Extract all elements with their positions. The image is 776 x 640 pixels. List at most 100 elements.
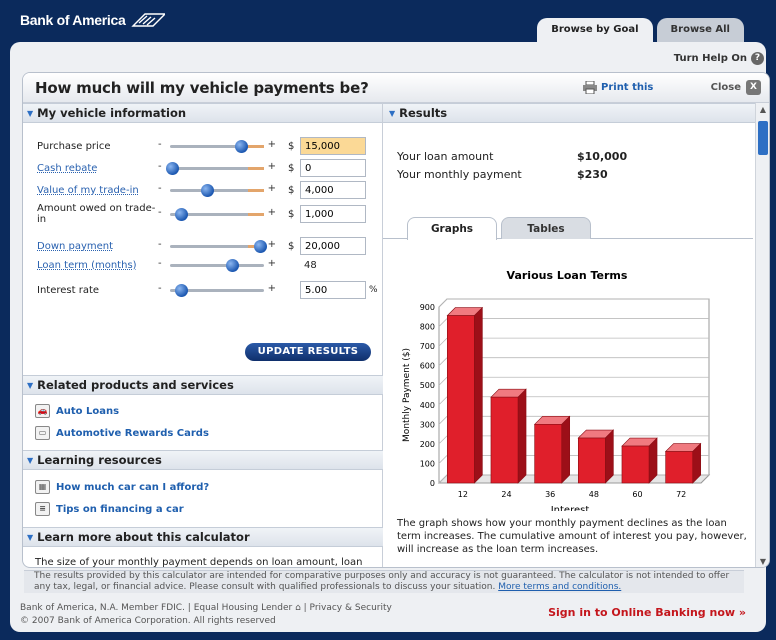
- purchase-price-field[interactable]: [300, 137, 366, 155]
- print-button[interactable]: Print this: [583, 81, 653, 94]
- y-tick-label: 600: [420, 362, 435, 371]
- plus-icon[interactable]: +: [267, 283, 276, 294]
- disclaimer: The results provided by this calculator …: [24, 570, 744, 593]
- loan-term-help-link[interactable]: Loan term (months): [37, 259, 137, 271]
- tab-tables[interactable]: Tables: [501, 217, 591, 239]
- close-button[interactable]: Close X: [711, 80, 761, 95]
- section-learn-more[interactable]: ▼ Learn more about this calculator: [23, 527, 383, 547]
- terms-link[interactable]: More terms and conditions.: [498, 582, 622, 592]
- loan-term-slider[interactable]: - +: [158, 258, 276, 272]
- scroll-up-icon[interactable]: ▲: [759, 105, 767, 114]
- plus-icon[interactable]: +: [267, 239, 276, 250]
- calculator-panel: How much will my vehicle payments be? Pr…: [22, 72, 770, 568]
- slider-knob[interactable]: [174, 208, 188, 221]
- credit-card-icon: ▭: [35, 426, 50, 440]
- update-results-button[interactable]: UPDATE RESULTS: [245, 343, 371, 361]
- gridline-depth: [438, 298, 448, 308]
- bar: [577, 437, 606, 484]
- results-scrollbar[interactable]: ▲ ▼: [755, 103, 769, 567]
- x-axis-label: Interest: [551, 505, 590, 511]
- input-row-down-payment: Down payment - + $: [37, 237, 366, 255]
- learn-more-text: The size of your monthly payment depends…: [35, 557, 363, 568]
- interest-rate-slider[interactable]: - +: [158, 283, 276, 297]
- currency-symbol: $: [288, 240, 295, 252]
- minus-icon[interactable]: -: [158, 139, 162, 150]
- minus-icon[interactable]: -: [158, 239, 162, 250]
- bank-logo[interactable]: Bank of America: [20, 12, 166, 28]
- graph-note: The graph shows how your monthly payment…: [397, 518, 747, 555]
- trade-in-field[interactable]: [300, 181, 366, 199]
- currency-symbol: $: [288, 184, 295, 196]
- y-axis-label: Monthly Payment ($): [402, 348, 412, 442]
- section-results[interactable]: ▼ Results: [383, 103, 769, 123]
- input-row-amount-owed: Amount owed on trade-in - + $: [37, 203, 366, 225]
- down-payment-help-link[interactable]: Down payment: [37, 240, 114, 252]
- gridline-depth: [438, 474, 448, 484]
- plus-icon[interactable]: +: [267, 183, 276, 194]
- minus-icon[interactable]: -: [158, 283, 162, 294]
- loan-term-value: 48: [304, 259, 317, 271]
- section-vehicle-info[interactable]: ▼ My vehicle information: [23, 103, 382, 123]
- trade-in-slider[interactable]: - +: [158, 183, 276, 197]
- bar-side: [605, 429, 614, 484]
- plus-icon[interactable]: +: [267, 139, 276, 150]
- plus-icon[interactable]: +: [267, 258, 276, 269]
- minus-icon[interactable]: -: [158, 161, 162, 172]
- interest-rate-field[interactable]: [300, 281, 366, 299]
- auto-loans-link[interactable]: 🚗 Auto Loans: [35, 400, 209, 422]
- cash-rebate-help-link[interactable]: Cash rebate: [37, 162, 98, 174]
- down-payment-slider[interactable]: - +: [158, 239, 276, 253]
- tab-graphs[interactable]: Graphs: [407, 217, 497, 240]
- bar: [621, 445, 650, 484]
- down-payment-field[interactable]: [300, 237, 366, 255]
- slider-knob[interactable]: [174, 284, 188, 297]
- bar-side: [648, 437, 658, 484]
- left-column: ▼ My vehicle information Purchase price -…: [23, 103, 383, 568]
- help-toggle[interactable]: Turn Help On ?: [674, 52, 764, 65]
- calculator-icon: ▦: [35, 480, 50, 494]
- afford-calculator-link[interactable]: ▦ How much car can I afford?: [35, 476, 209, 498]
- amount-owed-slider[interactable]: - +: [158, 207, 276, 221]
- slider-knob[interactable]: [234, 140, 248, 153]
- gridline-depth: [438, 376, 448, 386]
- section-learning-resources[interactable]: ▼ Learning resources: [23, 450, 383, 470]
- cash-rebate-field[interactable]: [300, 159, 366, 177]
- loan-terms-chart: Various Loan Terms 0 100 200 300 400 500 600 700…: [402, 269, 711, 511]
- financing-tips-link[interactable]: ≡ Tips on financing a car: [35, 498, 209, 520]
- slider-knob[interactable]: [225, 259, 239, 272]
- tab-browse-all[interactable]: Browse All: [656, 18, 744, 42]
- scroll-thumb[interactable]: [758, 121, 768, 155]
- plus-icon[interactable]: +: [267, 207, 276, 218]
- results-tabs: Graphs Tables: [383, 217, 753, 240]
- footer-fdic: Bank of America, N.A. Member FDIC. | Equ…: [20, 603, 293, 613]
- amount-owed-field[interactable]: [300, 205, 366, 223]
- help-label: Turn Help On: [673, 53, 747, 64]
- flag-logo-icon: [131, 13, 166, 27]
- plus-icon[interactable]: +: [267, 161, 276, 172]
- x-tick-label: 48: [589, 490, 599, 499]
- minus-icon[interactable]: -: [158, 183, 162, 194]
- x-tick-label: 24: [501, 490, 511, 499]
- house-icon: ⌂: [295, 603, 301, 613]
- privacy-link[interactable]: Privacy & Security: [309, 603, 392, 613]
- section-related-products[interactable]: ▼ Related products and services: [23, 375, 383, 395]
- purchase-price-slider[interactable]: - +: [158, 139, 276, 153]
- document-icon: ≡: [35, 502, 50, 516]
- slider-knob[interactable]: [201, 184, 215, 197]
- cash-rebate-slider[interactable]: - +: [158, 161, 276, 175]
- slider-knob[interactable]: [254, 240, 267, 253]
- y-tick-label: 700: [420, 342, 435, 351]
- minus-icon[interactable]: -: [158, 207, 162, 218]
- close-icon: X: [746, 80, 761, 95]
- slider-knob[interactable]: [166, 162, 179, 175]
- minus-icon[interactable]: -: [158, 258, 162, 269]
- signin-link[interactable]: Sign in to Online Banking now »: [548, 606, 746, 619]
- related-links: 🚗 Auto Loans ▭ Automotive Rewards Cards: [35, 400, 209, 444]
- scroll-down-icon[interactable]: ▼: [759, 557, 767, 566]
- section-title: Learning resources: [37, 453, 162, 467]
- rewards-cards-link[interactable]: ▭ Automotive Rewards Cards: [35, 422, 209, 444]
- trade-in-help-link[interactable]: Value of my trade-in: [37, 184, 139, 196]
- input-row-loan-term: Loan term (months) - + 48: [37, 258, 354, 272]
- y-tick-label: 0: [430, 479, 435, 488]
- tab-browse-by-goal[interactable]: Browse by Goal: [537, 18, 653, 42]
